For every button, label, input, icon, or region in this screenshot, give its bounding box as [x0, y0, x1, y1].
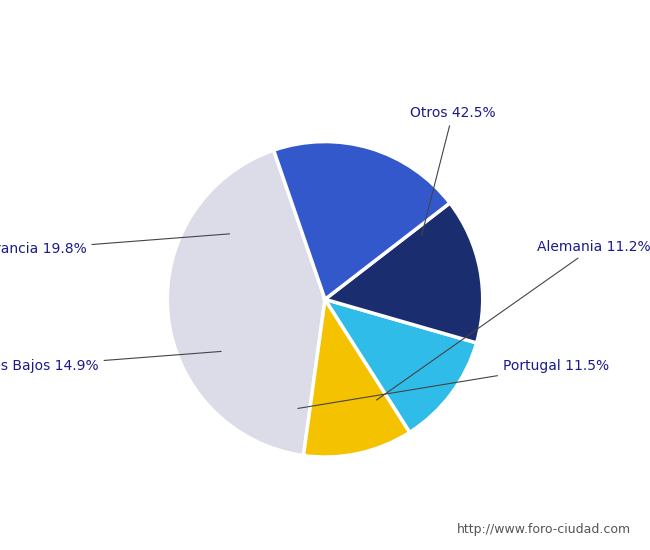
Wedge shape	[304, 299, 410, 457]
Text: Alemania 11.2%: Alemania 11.2%	[376, 240, 650, 400]
Wedge shape	[167, 150, 325, 455]
Wedge shape	[274, 141, 450, 299]
Text: Azuaga - Turistas extranjeros según país - Agosto de 2024: Azuaga - Turistas extranjeros según país…	[91, 21, 559, 37]
Wedge shape	[325, 203, 483, 343]
Text: Francia 19.8%: Francia 19.8%	[0, 234, 229, 256]
Text: http://www.foro-ciudad.com: http://www.foro-ciudad.com	[456, 523, 630, 536]
Text: Portugal 11.5%: Portugal 11.5%	[298, 359, 609, 409]
Text: Otros 42.5%: Otros 42.5%	[410, 106, 495, 236]
Text: Países Bajos 14.9%: Países Bajos 14.9%	[0, 351, 221, 373]
Wedge shape	[325, 299, 476, 432]
